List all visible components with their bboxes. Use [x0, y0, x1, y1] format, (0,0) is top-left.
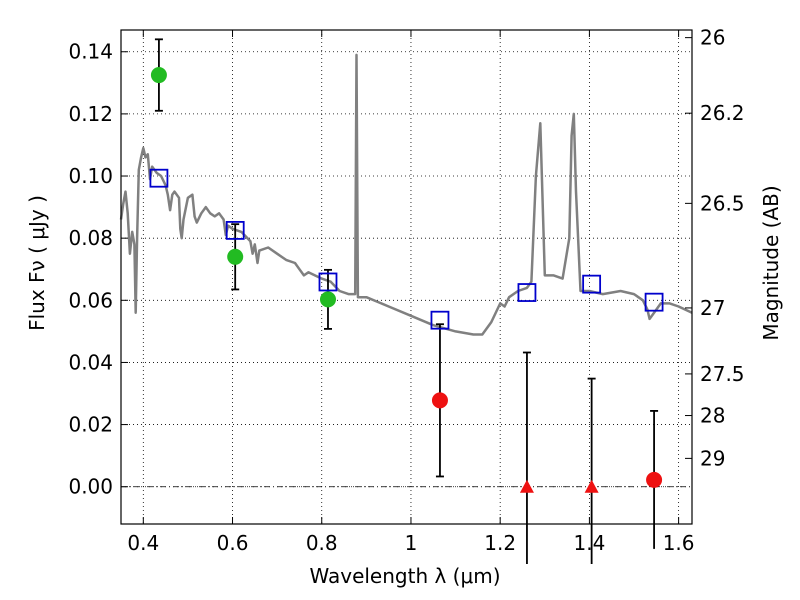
- y-tick-label: 0.06: [68, 288, 113, 312]
- y-tick-label: 0.04: [68, 350, 113, 374]
- right-tick-label: 28: [700, 404, 725, 428]
- x-tick-label: 1: [405, 531, 418, 555]
- x-tick-label: 1.4: [573, 531, 605, 555]
- model-photometry-point: [430, 310, 450, 330]
- right-tick-label: 29: [700, 446, 725, 470]
- y-tick-label: 0.10: [68, 164, 113, 188]
- x-tick-label: 0.8: [306, 531, 338, 555]
- model-photometry-point: [644, 292, 664, 312]
- grid: [121, 30, 692, 524]
- model-photometry-point: [582, 274, 602, 294]
- model-photometry-point: [225, 220, 245, 240]
- x-tick-label: 1.2: [484, 531, 516, 555]
- x-axis-title: Wavelength λ (μm): [309, 564, 500, 588]
- x-tick-label: 0.4: [127, 531, 159, 555]
- right-axis-title: Magnitude (AB): [759, 185, 783, 340]
- right-axis-ticks: 26 26.2 26.5 27 27.5 28 29: [685, 26, 745, 470]
- model-photometry-point: [318, 272, 338, 292]
- data-markers: [149, 67, 664, 493]
- plot-frame: [120, 29, 693, 525]
- error-bars: [154, 38, 659, 564]
- y-tick-label: 0.00: [68, 475, 113, 499]
- y-axis-ticks: 0.00 0.02 0.04 0.06 0.08 0.10 0.12 0.14: [68, 40, 128, 499]
- data-point: [227, 248, 244, 265]
- model-spectrum: [119, 53, 693, 336]
- data-point: [150, 67, 167, 84]
- model-photometry-point: [149, 168, 169, 188]
- data-point: [431, 392, 448, 409]
- x-tick-label: 1.6: [663, 531, 695, 555]
- x-tick-label: 0.6: [217, 531, 249, 555]
- right-tick-label: 26.2: [700, 101, 745, 125]
- y-tick-label: 0.08: [68, 226, 113, 250]
- model-photometry-point: [517, 283, 537, 302]
- right-tick-label: 26: [700, 26, 725, 50]
- y-tick-label: 0.02: [68, 413, 113, 437]
- right-tick-label: 26.5: [700, 191, 745, 215]
- data-point: [646, 471, 663, 488]
- y-axis-title: Flux Fν ( μJy ): [25, 195, 49, 331]
- upper-limit-point: [584, 479, 599, 493]
- model-spectrum-line: [119, 53, 693, 336]
- data-point: [319, 291, 336, 308]
- x-axis-ticks: 0.4 0.6 0.8 1 1.2 1.4 1.6: [127, 30, 695, 555]
- y-tick-label: 0.12: [68, 102, 113, 126]
- y-tick-label: 0.14: [68, 40, 113, 64]
- upper-limit-point: [519, 479, 534, 493]
- right-tick-label: 27.5: [700, 362, 745, 386]
- right-tick-label: 27: [700, 296, 725, 320]
